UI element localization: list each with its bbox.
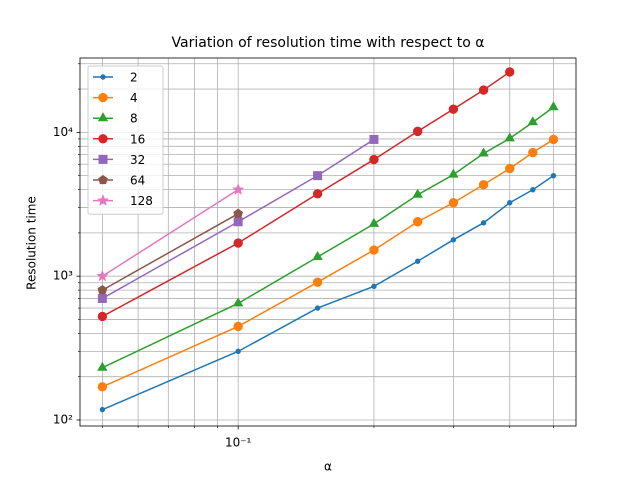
series-line <box>102 138 375 300</box>
legend-marker <box>98 134 108 144</box>
legend-label: 64 <box>130 174 145 188</box>
marker <box>369 154 379 165</box>
legend-label: 2 <box>130 71 138 85</box>
marker <box>507 200 513 206</box>
marker <box>548 134 559 145</box>
legend-label: 4 <box>130 91 138 105</box>
legend-label: 128 <box>130 194 153 208</box>
marker <box>412 126 423 137</box>
x-tick-label: 10⁻¹ <box>225 436 252 450</box>
marker <box>527 116 539 126</box>
marker <box>505 67 515 77</box>
series-line <box>101 188 239 277</box>
marker <box>505 163 515 174</box>
marker <box>232 183 245 195</box>
marker <box>97 361 108 371</box>
marker <box>550 172 557 179</box>
marker <box>313 171 323 181</box>
legend-marker <box>98 92 108 103</box>
series-line <box>102 71 511 318</box>
y-axis-label: Resolution time <box>25 196 39 290</box>
marker <box>97 311 108 322</box>
marker <box>233 321 243 332</box>
legend: 2 4 8 16 32 64 128 <box>87 65 164 215</box>
y-tick-label: 10⁴ <box>53 125 73 139</box>
marker <box>97 284 108 295</box>
y-tick-label: 10² <box>53 412 73 426</box>
marker <box>369 245 379 255</box>
marker <box>99 406 106 413</box>
marker <box>414 258 421 264</box>
marker <box>412 188 423 198</box>
legend-label: 8 <box>130 112 138 126</box>
y-tick-label: 10³ <box>53 269 73 283</box>
marker <box>369 134 379 144</box>
marker <box>97 293 107 303</box>
marker <box>448 104 459 114</box>
marker <box>232 297 244 307</box>
marker <box>530 187 536 193</box>
marker <box>478 85 489 95</box>
marker <box>528 147 538 158</box>
legend-label: 16 <box>130 132 145 146</box>
marker <box>448 198 459 208</box>
series-line <box>102 213 239 291</box>
marker <box>412 217 423 227</box>
marker <box>548 101 559 111</box>
marker <box>314 305 321 311</box>
marker <box>312 189 323 199</box>
marker <box>448 168 459 178</box>
marker <box>371 283 377 290</box>
legend-marker <box>96 194 110 206</box>
series-line <box>102 106 554 369</box>
marker <box>233 217 243 227</box>
marker <box>478 147 489 157</box>
marker <box>233 208 244 218</box>
x-axis-label: α <box>324 460 332 474</box>
legend-frame <box>87 65 164 215</box>
legend-marker <box>98 174 108 185</box>
legend-marker <box>100 74 106 80</box>
legend-label: 32 <box>130 153 145 167</box>
marker <box>312 277 323 287</box>
marker <box>235 348 241 355</box>
legend-marker <box>97 112 109 122</box>
marker <box>478 179 489 190</box>
chart-title: Variation of resolution time with respec… <box>172 35 485 51</box>
marker <box>368 217 380 227</box>
marker <box>233 238 243 248</box>
plot-frame <box>79 57 577 427</box>
series-line <box>102 138 554 388</box>
marker <box>504 132 515 142</box>
marker <box>480 220 487 226</box>
legend-marker <box>98 154 108 164</box>
series-line <box>102 175 554 411</box>
marker <box>96 269 109 282</box>
marker <box>450 237 457 243</box>
marker <box>312 250 323 260</box>
marker <box>97 382 108 392</box>
